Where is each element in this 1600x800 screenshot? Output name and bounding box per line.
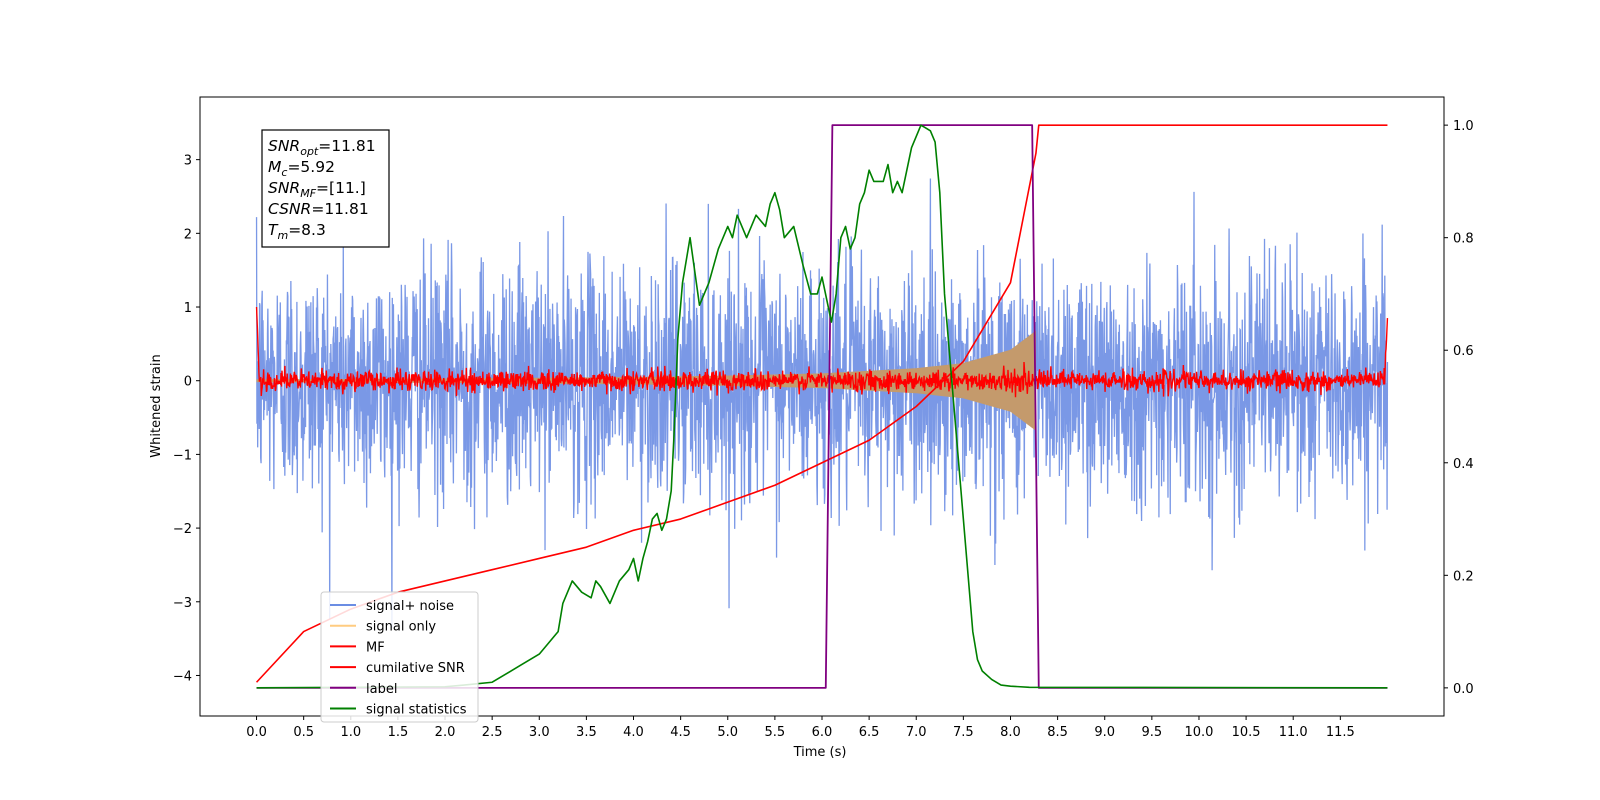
legend-frame <box>320 591 479 723</box>
x-tick-label: 11.0 <box>1279 725 1308 740</box>
y-tick-label: 1 <box>184 301 192 316</box>
y-tick-label: −4 <box>173 669 192 684</box>
annotation-line: Tm=8.3 <box>268 221 326 242</box>
x-tick-label: 3.5 <box>576 725 597 740</box>
y-axis-label: Whitened strain <box>149 354 164 457</box>
y2-tick-label: 0.4 <box>1453 457 1474 472</box>
y-axis-right: 1.0 0.8 0.6 0.4 0.2 0.0 <box>1444 119 1474 697</box>
y-tick-label: −3 <box>173 596 192 611</box>
annotation-line: Mc=5.92 <box>268 158 335 179</box>
x-tick-label: 1.0 <box>340 725 361 740</box>
legend: signal+ noise signal only MF cumilative SNR… <box>320 591 479 723</box>
x-tick-label: 7.0 <box>906 725 927 740</box>
legend-entry: cumilative SNR <box>366 661 465 676</box>
legend-entry: label <box>366 682 397 697</box>
x-tick-label: 2.5 <box>482 725 503 740</box>
annotation-box: SNRopt=11.81Mc=5.92SNRMF=[11.]CSNR=11.81… <box>261 129 390 248</box>
annotation-line: CSNR=11.81 <box>268 200 369 218</box>
x-tick-label: 5.0 <box>717 725 738 740</box>
x-tick-label: 0.5 <box>293 725 314 740</box>
y-tick-label: 2 <box>184 227 192 242</box>
x-tick-label: 8.0 <box>1000 725 1021 740</box>
x-tick-label: 4.5 <box>670 725 691 740</box>
x-tick-label: 6.5 <box>859 725 880 740</box>
series-mf-line <box>255 306 1389 398</box>
legend-entry: MF <box>366 640 385 655</box>
x-tick-label: 8.5 <box>1047 725 1068 740</box>
x-tick-label: 3.0 <box>529 725 550 740</box>
legend-entry: signal only <box>366 620 436 635</box>
x-tick-label: 2.0 <box>435 725 456 740</box>
y2-tick-label: 0.8 <box>1453 232 1474 247</box>
y2-tick-label: 0.2 <box>1453 569 1474 584</box>
y-tick-label: 0 <box>184 375 192 390</box>
x-tick-label: 1.5 <box>388 725 409 740</box>
y-tick-label: −1 <box>173 448 192 463</box>
plot-area <box>255 124 1389 689</box>
y-tick-label: −2 <box>173 522 192 537</box>
x-tick-label: 6.0 <box>812 725 833 740</box>
series-signal-statistics-line <box>256 124 1388 689</box>
annotation-box-frame <box>261 129 390 248</box>
x-axis-label: Time (s) <box>793 745 847 760</box>
x-tick-label: 11.5 <box>1326 725 1355 740</box>
series-cumulative-snr-line <box>255 124 1388 683</box>
x-tick-label: 7.5 <box>953 725 974 740</box>
y2-tick-label: 0.6 <box>1453 344 1474 359</box>
x-tick-label: 9.0 <box>1094 725 1115 740</box>
y-axis-left: 3 2 1 0 −1 −2 −3 −4 <box>173 154 200 684</box>
legend-entry: signal statistics <box>366 703 467 718</box>
y-tick-label: 3 <box>184 154 192 169</box>
x-tick-label: 4.0 <box>623 725 644 740</box>
annotation-line: SNRopt=11.81 <box>268 137 376 158</box>
x-tick-label: 10.5 <box>1232 725 1261 740</box>
x-tick-label: 5.5 <box>765 725 786 740</box>
x-tick-label: 10.0 <box>1184 725 1213 740</box>
y2-tick-label: 1.0 <box>1453 119 1474 134</box>
x-axis: 0.0 0.5 1.0 1.5 2.0 2.5 3.0 3.5 4.0 4.5 5.0 5.5 6.0 6… <box>246 716 1355 740</box>
x-tick-label: 9.5 <box>1142 725 1163 740</box>
legend-entry: signal+ noise <box>366 599 454 614</box>
x-tick-label: 0.0 <box>246 725 267 740</box>
annotation-line: SNRMF=[11.] <box>268 179 366 200</box>
y2-tick-label: 0.0 <box>1453 682 1474 697</box>
